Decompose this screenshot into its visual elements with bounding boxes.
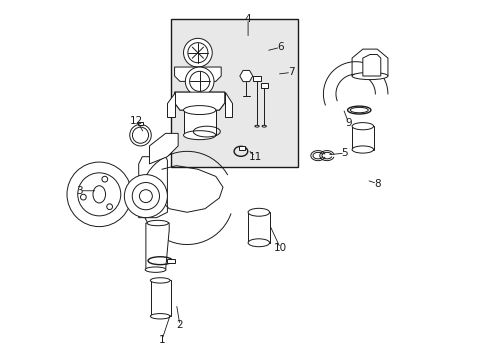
Circle shape xyxy=(139,190,152,203)
Text: 10: 10 xyxy=(273,243,286,253)
Ellipse shape xyxy=(351,72,387,80)
Ellipse shape xyxy=(183,105,215,114)
Polygon shape xyxy=(174,92,224,110)
Bar xyxy=(260,83,267,88)
Ellipse shape xyxy=(183,131,215,140)
Circle shape xyxy=(132,183,159,210)
Text: 6: 6 xyxy=(277,42,283,52)
Polygon shape xyxy=(351,49,387,76)
Text: 3: 3 xyxy=(76,186,82,196)
Ellipse shape xyxy=(247,208,269,216)
Polygon shape xyxy=(149,134,178,164)
Polygon shape xyxy=(174,67,221,81)
Text: 9: 9 xyxy=(345,118,351,128)
Text: 7: 7 xyxy=(287,67,294,77)
Text: 12: 12 xyxy=(130,116,143,126)
Bar xyxy=(247,212,269,243)
Ellipse shape xyxy=(351,123,373,130)
Ellipse shape xyxy=(93,186,105,203)
Polygon shape xyxy=(174,92,224,110)
Bar xyxy=(167,258,175,263)
Bar xyxy=(183,110,215,135)
Ellipse shape xyxy=(262,125,266,127)
FancyBboxPatch shape xyxy=(171,19,298,167)
Bar xyxy=(151,280,171,316)
Polygon shape xyxy=(145,223,169,270)
Bar xyxy=(138,122,142,125)
Circle shape xyxy=(187,42,207,63)
Polygon shape xyxy=(167,92,174,117)
Ellipse shape xyxy=(150,314,170,319)
Ellipse shape xyxy=(147,220,168,226)
Text: 8: 8 xyxy=(373,179,380,189)
Ellipse shape xyxy=(145,267,165,273)
Circle shape xyxy=(67,162,131,226)
Ellipse shape xyxy=(254,125,259,127)
Ellipse shape xyxy=(247,239,269,247)
Polygon shape xyxy=(239,71,252,82)
Text: 2: 2 xyxy=(176,320,183,330)
Polygon shape xyxy=(224,92,231,117)
Circle shape xyxy=(185,67,214,96)
Ellipse shape xyxy=(187,72,208,83)
Circle shape xyxy=(124,175,167,218)
Bar xyxy=(351,126,373,149)
Text: 5: 5 xyxy=(341,148,347,158)
Ellipse shape xyxy=(150,278,170,283)
Text: 11: 11 xyxy=(248,152,262,162)
Polygon shape xyxy=(362,54,380,76)
Circle shape xyxy=(189,71,209,91)
Circle shape xyxy=(183,39,212,67)
Text: 1: 1 xyxy=(159,334,165,345)
Bar xyxy=(253,76,260,81)
Polygon shape xyxy=(139,157,167,218)
Bar xyxy=(238,146,244,149)
Text: 4: 4 xyxy=(244,14,251,24)
Ellipse shape xyxy=(351,146,373,153)
